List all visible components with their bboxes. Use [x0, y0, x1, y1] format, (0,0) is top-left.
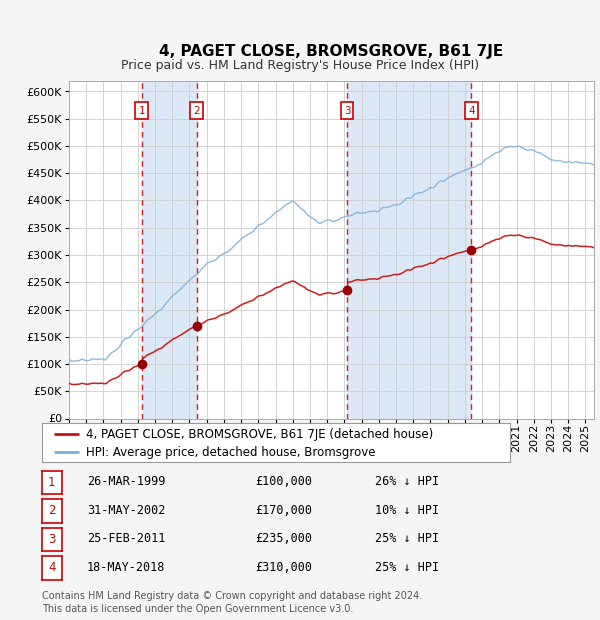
- Text: 10% ↓ HPI: 10% ↓ HPI: [375, 503, 439, 516]
- Text: 31-MAY-2002: 31-MAY-2002: [87, 503, 166, 516]
- Text: HPI: Average price, detached house, Bromsgrove: HPI: Average price, detached house, Brom…: [86, 446, 376, 459]
- Title: 4, PAGET CLOSE, BROMSGROVE, B61 7JE: 4, PAGET CLOSE, BROMSGROVE, B61 7JE: [160, 43, 503, 59]
- Text: £235,000: £235,000: [255, 532, 312, 545]
- Text: £170,000: £170,000: [255, 503, 312, 516]
- Text: 26-MAR-1999: 26-MAR-1999: [87, 475, 166, 488]
- Text: 4: 4: [468, 105, 475, 115]
- Text: 4, PAGET CLOSE, BROMSGROVE, B61 7JE (detached house): 4, PAGET CLOSE, BROMSGROVE, B61 7JE (det…: [86, 428, 434, 441]
- Text: Price paid vs. HM Land Registry's House Price Index (HPI): Price paid vs. HM Land Registry's House …: [121, 59, 479, 71]
- Text: 26% ↓ HPI: 26% ↓ HPI: [375, 475, 439, 488]
- Text: 2: 2: [193, 105, 200, 115]
- Text: 25-FEB-2011: 25-FEB-2011: [87, 532, 166, 545]
- Text: £310,000: £310,000: [255, 560, 312, 574]
- Bar: [142, 81, 197, 419]
- Text: 25% ↓ HPI: 25% ↓ HPI: [375, 560, 439, 574]
- Text: 4: 4: [48, 562, 56, 574]
- Text: Contains HM Land Registry data © Crown copyright and database right 2024.
This d: Contains HM Land Registry data © Crown c…: [42, 591, 422, 614]
- Text: 1: 1: [139, 105, 145, 115]
- Text: 3: 3: [48, 533, 56, 546]
- Text: 18-MAY-2018: 18-MAY-2018: [87, 560, 166, 574]
- Text: 2: 2: [48, 505, 56, 517]
- Bar: [347, 81, 472, 419]
- Text: 3: 3: [344, 105, 350, 115]
- Text: £100,000: £100,000: [255, 475, 312, 488]
- Text: 1: 1: [48, 476, 56, 489]
- Text: 25% ↓ HPI: 25% ↓ HPI: [375, 532, 439, 545]
